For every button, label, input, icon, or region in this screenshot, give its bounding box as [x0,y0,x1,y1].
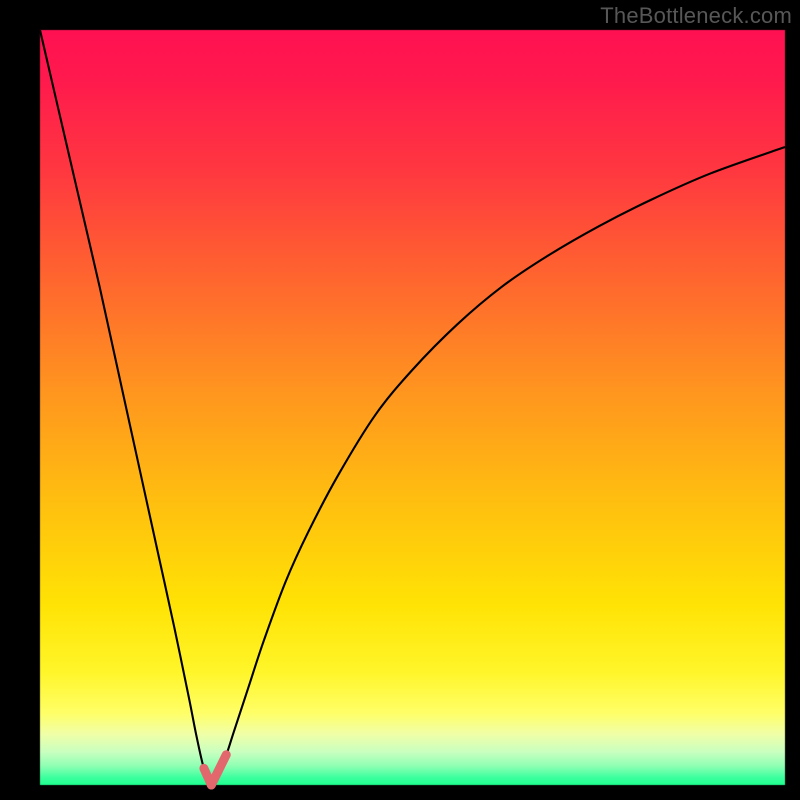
watermark-text: TheBottleneck.com [600,3,792,29]
chart-curves [0,0,800,800]
bottleneck-curve-right [211,147,785,785]
optimal-zone-right [211,755,226,785]
bottleneck-curve-left [40,30,211,785]
chart-container: TheBottleneck.com [0,0,800,800]
